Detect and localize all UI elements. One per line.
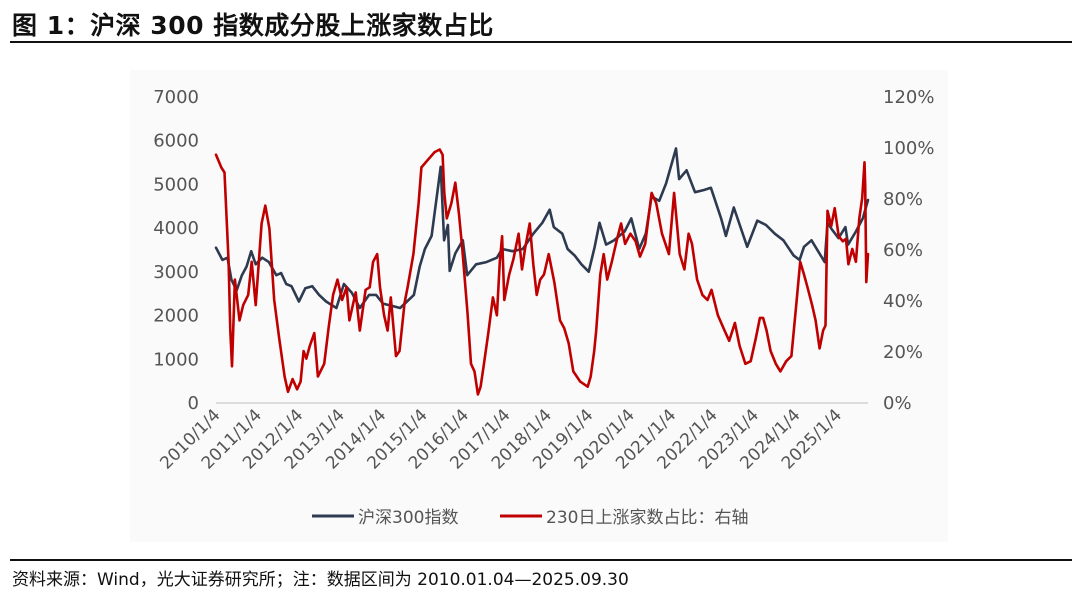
title-rule bbox=[10, 41, 1072, 43]
y-right-tick-label: 0% bbox=[883, 393, 912, 414]
y-left-tick-label: 5000 bbox=[153, 174, 199, 195]
figure-title: 图 1：沪深 300 指数成分股上涨家数占比 bbox=[12, 11, 494, 40]
footnote-rule bbox=[10, 559, 1072, 561]
plot-lines bbox=[214, 147, 870, 396]
y-right-tick-label: 100% bbox=[883, 138, 934, 159]
y-left-tick-label: 2000 bbox=[153, 306, 199, 327]
legend-label: 230日上涨家数占比：右轴 bbox=[546, 508, 748, 528]
y-right-tick-label: 40% bbox=[883, 291, 923, 312]
legend-item-hs300: 沪深300指数 bbox=[312, 508, 458, 528]
x-axis: 2010/1/42011/1/42012/1/42013/1/42014/1/4… bbox=[156, 402, 868, 474]
source-footnote: 资料来源：Wind，光大证券研究所；注：数据区间为 2010.01.04—202… bbox=[12, 570, 629, 590]
y-left-tick-label: 3000 bbox=[153, 262, 199, 283]
legend-item-pct: 230日上涨家数占比：右轴 bbox=[500, 508, 748, 528]
y-left-tick-label: 7000 bbox=[153, 87, 199, 108]
y-right-tick-label: 80% bbox=[883, 189, 923, 210]
y-left-tick-label: 1000 bbox=[153, 349, 199, 370]
y-axis-left: 0 1000 2000 3000 4000 5000 6000 7000 bbox=[153, 87, 199, 414]
series-line-hs300 bbox=[214, 147, 870, 310]
y-left-tick-label: 4000 bbox=[153, 218, 199, 239]
y-axis-right: 0% 20% 40% 60% 80% 100% 120% bbox=[883, 87, 934, 414]
y-left-tick-label: 0 bbox=[188, 393, 199, 414]
series-line-pct bbox=[214, 148, 870, 396]
y-right-tick-label: 20% bbox=[883, 342, 923, 363]
y-left-tick-label: 6000 bbox=[153, 131, 199, 152]
legend: 沪深300指数 230日上涨家数占比：右轴 bbox=[312, 508, 748, 528]
legend-label: 沪深300指数 bbox=[358, 508, 458, 528]
y-right-tick-label: 60% bbox=[883, 240, 923, 261]
y-right-tick-label: 120% bbox=[883, 87, 934, 108]
